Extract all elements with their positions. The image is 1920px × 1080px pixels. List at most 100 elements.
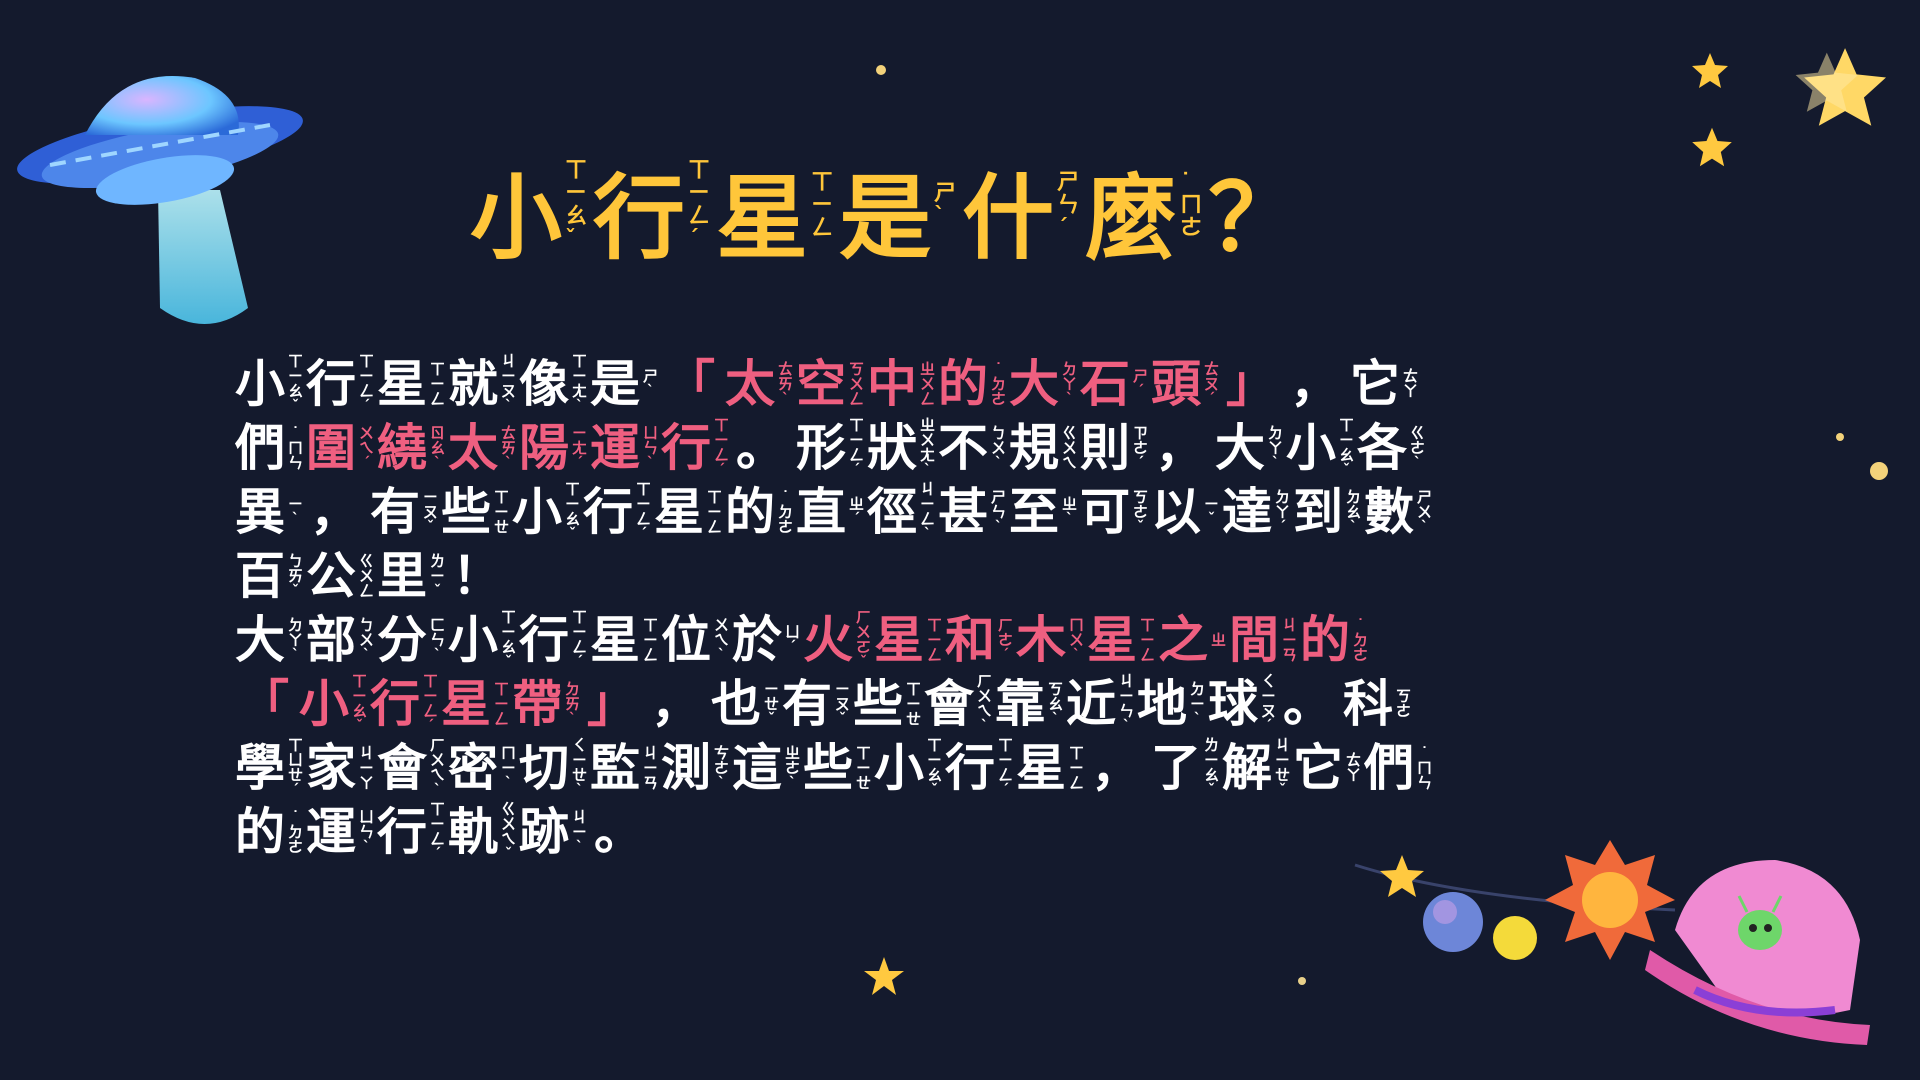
ruby-char: 中ㄓㄨㄥ xyxy=(867,359,937,409)
punctuation: ， xyxy=(1091,739,1141,797)
zhuyin-symbol: ˇ xyxy=(504,653,513,671)
zhuyin-symbol: ˋ xyxy=(717,773,726,792)
zhuyin-symbol: ㄒ xyxy=(493,679,509,698)
zhuyin-symbol: ㄊ xyxy=(1402,367,1418,385)
char: 小 xyxy=(874,739,924,797)
zhuyin-symbol: ㄝ xyxy=(855,773,871,792)
char: 解 xyxy=(1222,739,1272,797)
zhuyin-symbol: ㄧ xyxy=(919,495,935,513)
zhuyin-symbol: ㄨ xyxy=(919,374,935,393)
sparkle-dot xyxy=(1836,433,1844,441)
zhuyin: ˙ ㄇㄣ xyxy=(286,425,305,471)
ruby-char: 的 ˙ ㄉㄜ xyxy=(938,359,1008,409)
zhuyin-symbol: ㄧ xyxy=(1118,687,1134,705)
char: 小 xyxy=(448,611,498,669)
char: 空 xyxy=(796,355,846,413)
zhuyin-symbol: ㄝ xyxy=(287,766,303,784)
zhuyin-symbol: ㄢ xyxy=(1281,645,1297,664)
punctuation: ， xyxy=(1290,355,1340,413)
zhuyin-symbol: ㄤ xyxy=(571,382,587,400)
zhuyin-symbol: ㄈ xyxy=(429,615,445,634)
char: 帶 xyxy=(512,675,562,733)
zhuyin-symbol: ㄒ xyxy=(688,158,711,183)
zhuyin-symbol: ㄓ xyxy=(919,359,935,378)
zhuyin-symbol: ㄇ xyxy=(500,743,516,762)
zhuyin-symbol: ㄏ xyxy=(855,608,871,626)
zhuyin-symbol: ㄉ xyxy=(564,679,580,698)
zhuyin-symbol: ㄨ xyxy=(1061,438,1077,457)
char: 會 xyxy=(377,739,427,797)
zhuyin-symbol: ㄏ xyxy=(976,672,992,690)
zhuyin-symbol: ˋ xyxy=(788,773,797,792)
zhuyin-symbol: ˊ xyxy=(575,653,584,671)
char: 甚 xyxy=(938,483,988,541)
zhuyin-symbol: ㄧ xyxy=(1281,630,1297,649)
zhuyin-symbol: ㄟ xyxy=(358,438,374,457)
zhuyin-symbol: ㄥ xyxy=(422,702,438,720)
zhuyin-symbol: ㄥ xyxy=(429,830,445,848)
planet-chain-icon xyxy=(1354,840,1676,960)
char: 軌 xyxy=(448,803,498,861)
char: 行 xyxy=(661,419,711,477)
zhuyin: ㄒㄧㄝ xyxy=(854,745,873,792)
zhuyin-symbol: ㄨ xyxy=(713,615,729,634)
zhuyin-symbol: ㄜ xyxy=(713,758,729,777)
zhuyin: ˙ ㄉㄜ xyxy=(286,809,305,855)
zhuyin-symbol: ˊ xyxy=(1264,717,1273,735)
zhuyin-symbol: ㄧ xyxy=(287,495,303,513)
zhuyin-symbol: ㄧ xyxy=(1203,751,1219,769)
zhuyin: ㄒㄧㄥ xyxy=(925,617,944,663)
zhuyin-symbol: ㄒ xyxy=(429,359,445,378)
zhuyin-symbol: ㄐ xyxy=(642,743,658,762)
zhuyin-symbol: ㄇ xyxy=(1180,192,1203,218)
title-char: 小 xyxy=(470,165,563,272)
ruby-char: 它ㄊㄚ xyxy=(1293,743,1363,793)
char: 木 xyxy=(1016,611,1066,669)
zhuyin-symbol: ㄅ xyxy=(990,423,1006,442)
zhuyin-symbol: ˊ xyxy=(688,227,700,252)
zhuyin-symbol: ˋ xyxy=(994,517,1003,536)
zhuyin-symbol: ㄊ xyxy=(500,423,516,442)
title-char: 行 xyxy=(593,165,686,272)
zhuyin-symbol: ㄥ xyxy=(358,382,374,400)
punctuation: 。 xyxy=(594,803,644,861)
char: 繞 xyxy=(377,419,427,477)
zhuyin: ㄒㄧㄥ xyxy=(811,171,833,240)
body-text: 小ㄒㄧㄠ ˇ 行ㄒㄧㄥ ˊ 星ㄒㄧㄥ就ㄐㄧㄡ ˋ 像ㄒㄧㄤ ˋ 是ㄕ ˋ 「太ㄊㄞ ˋ 空ㄎㄨㄥ中ㄓㄨㄥ… xyxy=(235,352,1675,864)
zhuyin-symbol: ㄥ xyxy=(919,510,935,528)
zhuyin-symbol: ㄧ xyxy=(500,758,516,777)
zhuyin-symbol: ˋ xyxy=(994,453,1003,472)
char: 監 xyxy=(590,739,640,797)
char: 行 xyxy=(519,611,569,669)
zhuyin-symbol: ㄜ xyxy=(1132,502,1148,521)
zhuyin-symbol: ㄒ xyxy=(848,416,864,434)
zhuyin-symbol: ㄕ xyxy=(1057,169,1080,195)
char: 里 xyxy=(377,547,427,605)
zhuyin-symbol: ˊ xyxy=(852,510,861,528)
zhuyin-symbol: ˙ xyxy=(994,359,1003,378)
